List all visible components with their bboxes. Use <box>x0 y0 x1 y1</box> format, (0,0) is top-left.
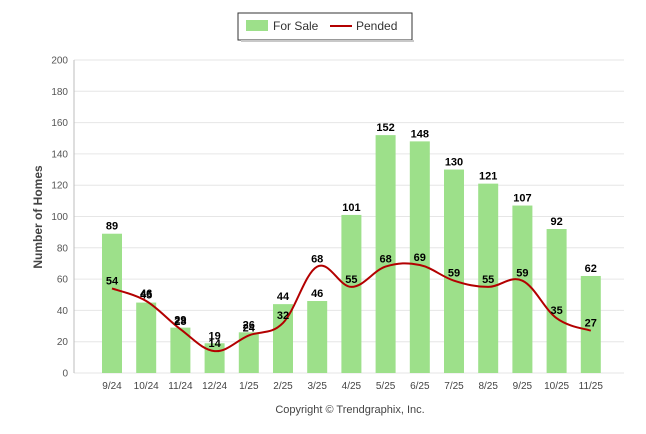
bar-for-sale <box>375 135 396 373</box>
y-tick-label: 120 <box>51 181 68 192</box>
x-tick-label: 1/25 <box>239 381 259 392</box>
x-tick-label: 4/25 <box>342 381 362 392</box>
y-tick-label: 20 <box>57 337 69 348</box>
bar-for-sale <box>512 205 533 373</box>
y-tick-label: 80 <box>57 243 69 254</box>
data-label-for-sale: 130 <box>445 157 463 169</box>
x-tick-label: 11/25 <box>579 381 604 392</box>
data-label-pended: 59 <box>516 268 528 280</box>
x-tick-label: 3/25 <box>307 381 327 392</box>
bar-for-sale <box>238 332 259 373</box>
data-label-pended: 68 <box>379 254 391 266</box>
x-tick-label: 11/24 <box>168 381 193 392</box>
data-label-pended: 69 <box>414 252 426 264</box>
bar-for-sale <box>170 327 191 373</box>
legend: For Sale Pended <box>237 12 414 42</box>
data-label-for-sale: 148 <box>411 128 429 140</box>
data-label-for-sale: 45 <box>140 290 152 302</box>
bar-for-sale <box>273 304 293 373</box>
data-label-for-sale: 26 <box>243 319 255 331</box>
data-label-pended: 14 <box>208 338 221 350</box>
bar-for-sale <box>307 301 328 373</box>
x-tick-label: 10/24 <box>134 381 159 392</box>
data-label-pended: 59 <box>448 268 460 280</box>
y-tick-label: 160 <box>51 118 68 129</box>
x-tick-label: 6/25 <box>410 381 430 392</box>
data-label-for-sale: 62 <box>585 263 597 275</box>
x-tick-label: 2/25 <box>273 381 293 392</box>
bar-for-sale <box>136 302 157 373</box>
line-pended <box>111 262 592 353</box>
bar-for-sale <box>478 183 499 373</box>
y-tick-label: 60 <box>57 275 69 286</box>
data-label-pended: 27 <box>585 318 597 330</box>
data-label-for-sale: 46 <box>311 288 323 300</box>
bar-for-sale <box>580 275 601 373</box>
legend-swatch-for-sale <box>246 20 268 31</box>
data-label-pended: 35 <box>550 305 562 317</box>
data-label-for-sale: 121 <box>479 171 497 183</box>
data-label-for-sale: 152 <box>376 122 394 134</box>
labels-layer: 89 45 29 19 26 44 46 101 152 148 130 121 107 92 62 54 46… <box>106 122 597 350</box>
data-label-pended: 28 <box>174 316 186 328</box>
data-label-for-sale: 29 <box>174 315 186 327</box>
y-axis-label: Number of Homes <box>31 165 45 269</box>
y-tick-label: 100 <box>51 212 68 223</box>
bar-for-sale <box>102 233 122 373</box>
data-label-pended: 24 <box>243 322 256 334</box>
bars-layer: 9/24 10/24 11/24 12/24 1/25 2/25 3/25 4/25 5/25 6… <box>102 135 603 392</box>
bar-for-sale <box>444 169 464 373</box>
x-tick-label: 7/25 <box>444 381 464 392</box>
data-label-pended: 32 <box>277 310 289 322</box>
x-tick-label: 9/25 <box>513 381 533 392</box>
x-tick-label: 12/24 <box>202 381 227 392</box>
line-layer <box>111 262 592 353</box>
legend-label-for-sale: For Sale <box>273 19 319 33</box>
data-label-pended: 54 <box>106 275 119 287</box>
legend-label-pended: Pended <box>356 19 397 33</box>
y-tick-label: 140 <box>51 149 68 160</box>
bar-for-sale <box>341 214 362 373</box>
x-tick-label: 9/24 <box>102 381 122 392</box>
x-tick-label: 10/25 <box>544 381 569 392</box>
y-tick-label: 0 <box>62 369 68 380</box>
data-label-for-sale: 44 <box>277 291 290 303</box>
bar-for-sale <box>546 229 567 373</box>
data-label-for-sale: 19 <box>208 330 220 342</box>
data-label-pended: 68 <box>311 254 323 266</box>
y-tick-label: 180 <box>51 87 68 98</box>
data-label-for-sale: 101 <box>342 202 360 214</box>
data-label-pended: 46 <box>140 288 152 300</box>
x-tick-label: 5/25 <box>376 381 396 392</box>
data-label-pended: 55 <box>345 274 357 286</box>
legend-shadow <box>241 40 414 42</box>
data-label-pended: 55 <box>482 274 494 286</box>
y-tick-label: 40 <box>57 306 69 317</box>
data-label-for-sale: 89 <box>106 221 118 233</box>
x-tick-label: 8/25 <box>478 381 498 392</box>
data-label-for-sale: 107 <box>513 193 531 205</box>
data-label-for-sale: 92 <box>550 216 562 228</box>
bar-for-sale <box>409 141 430 373</box>
y-tick-label: 200 <box>51 56 68 67</box>
copyright-text: Copyright © Trendgraphix, Inc. <box>275 404 424 416</box>
